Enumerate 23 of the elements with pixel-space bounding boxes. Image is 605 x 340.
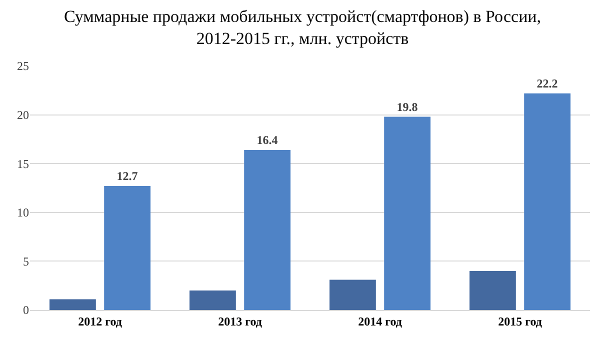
bar bbox=[104, 186, 151, 310]
chart-title: Суммарные продажи мобильных устройст(смартфонов) в России, 2012-2015 гг., млн. устройств bbox=[64, 7, 542, 48]
bar bbox=[49, 299, 96, 310]
bar bbox=[524, 93, 571, 310]
bar bbox=[470, 270, 516, 310]
x-tick-label: 2012 год bbox=[78, 314, 122, 328]
y-tick-label: 15 bbox=[17, 156, 29, 171]
y-tick-label: 10 bbox=[17, 206, 29, 220]
data-label: 16.4 bbox=[256, 132, 278, 147]
bar bbox=[384, 116, 431, 310]
x-tick-label: 2015 год bbox=[498, 314, 542, 328]
bar bbox=[330, 280, 376, 310]
y-tick-label: 20 bbox=[17, 108, 29, 122]
y-tick-label: 0 bbox=[23, 303, 29, 318]
bar bbox=[190, 290, 236, 310]
y-tick-label: 5 bbox=[23, 254, 29, 268]
x-tick-label: 2014 год bbox=[358, 314, 402, 328]
bar bbox=[244, 150, 291, 310]
data-label: 19.8 bbox=[396, 100, 418, 114]
y-tick-label: 25 bbox=[17, 59, 29, 74]
data-label: 12.7 bbox=[116, 169, 138, 184]
x-tick-label: 2013 год bbox=[218, 314, 262, 328]
data-label: 22.2 bbox=[536, 76, 558, 90]
